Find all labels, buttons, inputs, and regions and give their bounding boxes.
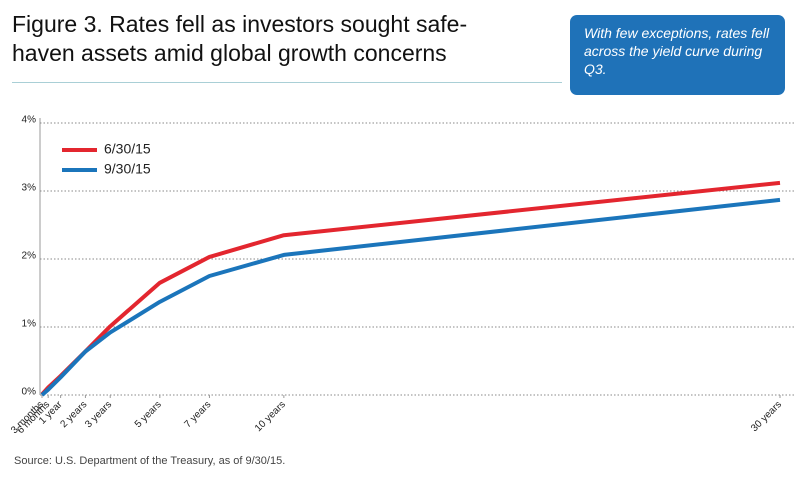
x-tick-label: 10 years: [253, 399, 288, 434]
x-tick-label: 3 years: [83, 399, 114, 430]
title-line: haven assets amid global growth concerns: [12, 40, 447, 66]
y-tick-label: 3%: [22, 183, 37, 194]
x-tick-label: 2 years: [58, 399, 89, 430]
x-tick-label: 5 years: [133, 399, 164, 430]
legend-label: 6/30/15: [104, 141, 151, 157]
x-tick-label: 30 years: [749, 399, 784, 434]
y-tick-label: 1%: [22, 319, 37, 330]
series-line: [40, 197, 781, 397]
source: Source: U.S. Department of the Treasury,…: [14, 455, 286, 467]
y-tick-label: 4%: [22, 115, 37, 126]
chart-title: Figure 3. Rates fell as investors sought…: [12, 10, 467, 68]
series-line: [40, 180, 781, 396]
y-tick-label: 0%: [22, 387, 37, 398]
y-tick-label: 2%: [22, 251, 37, 262]
title-line: Figure 3. Rates fell as investors sought…: [12, 11, 468, 37]
divider: [12, 82, 562, 83]
x-tick-label: 7 years: [182, 399, 213, 430]
legend-label: 9/30/15: [104, 161, 151, 177]
annotation: With few exceptions, rates fell across t…: [570, 15, 785, 95]
